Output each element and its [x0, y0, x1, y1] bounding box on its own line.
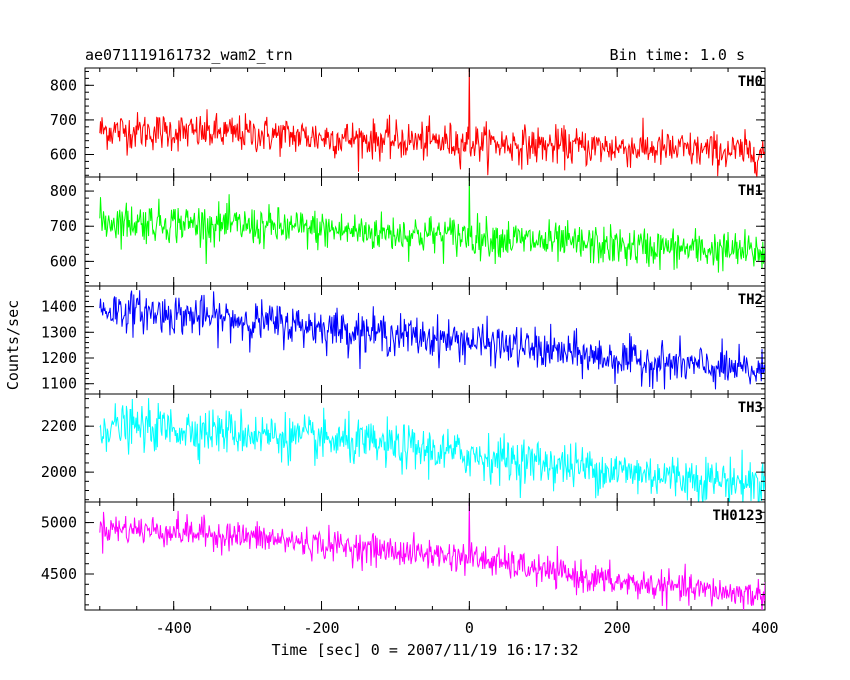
y-tick-label: 5000 [41, 514, 77, 532]
panel-frame [84, 393, 766, 503]
x-tick-label: -400 [156, 619, 192, 637]
y-tick-label: 600 [50, 252, 77, 270]
y-tick-label: 2000 [41, 463, 77, 481]
series-label-th0: TH0 [738, 74, 763, 90]
series-line-th3 [99, 398, 765, 502]
y-tick-label: 1200 [41, 349, 77, 367]
panel-th1: TH1 600 700 800 [50, 176, 766, 287]
y-tick-label: 700 [50, 111, 77, 129]
y-axis-label: Counts/sec [4, 300, 22, 390]
x-tick-label: 400 [751, 619, 778, 637]
x-axis: -400 -200 0 200 400 [156, 619, 779, 637]
panel-th3: TH3 2000 2200 [41, 393, 766, 503]
x-tick-label: 0 [465, 619, 474, 637]
plot-title: ae071119161732_wam2_trn [85, 46, 293, 64]
series-line-th0123 [99, 502, 765, 610]
bin-time-label: Bin time: 1.0 s [610, 46, 745, 64]
panel-th0123: TH0123 4500 5000 [41, 501, 766, 611]
series-label-th0123: TH0123 [712, 508, 763, 524]
series-line-th2 [99, 290, 765, 390]
panel-frame [84, 67, 766, 178]
panels: TH0 600 700 800 TH1 600 700 800 TH2 1100 1200 1300 1… [41, 67, 766, 611]
y-tick-label: 1400 [41, 298, 77, 316]
y-tick-label: 2200 [41, 417, 77, 435]
series-line-th1 [99, 177, 765, 273]
series-label-th1: TH1 [738, 183, 763, 199]
y-tick-label: 800 [50, 182, 77, 200]
x-axis-label: Time [sec] 0 = 2007/11/19 16:17:32 [271, 641, 578, 659]
y-tick-label: 600 [50, 146, 77, 164]
y-tick-label: 700 [50, 217, 77, 235]
x-tick-label: -200 [303, 619, 339, 637]
panel-th0: TH0 600 700 800 [50, 67, 766, 178]
series-label-th3: TH3 [738, 400, 763, 416]
y-tick-label: 800 [50, 76, 77, 94]
x-tick-label: 200 [604, 619, 631, 637]
y-tick-label: 1300 [41, 323, 77, 341]
y-tick-label: 4500 [41, 565, 77, 583]
panel-frame [84, 501, 766, 611]
panel-th2: TH2 1100 1200 1300 1400 [41, 285, 766, 395]
series-label-th2: TH2 [738, 292, 763, 308]
series-line-th0 [99, 68, 765, 177]
y-tick-label: 1100 [41, 375, 77, 393]
